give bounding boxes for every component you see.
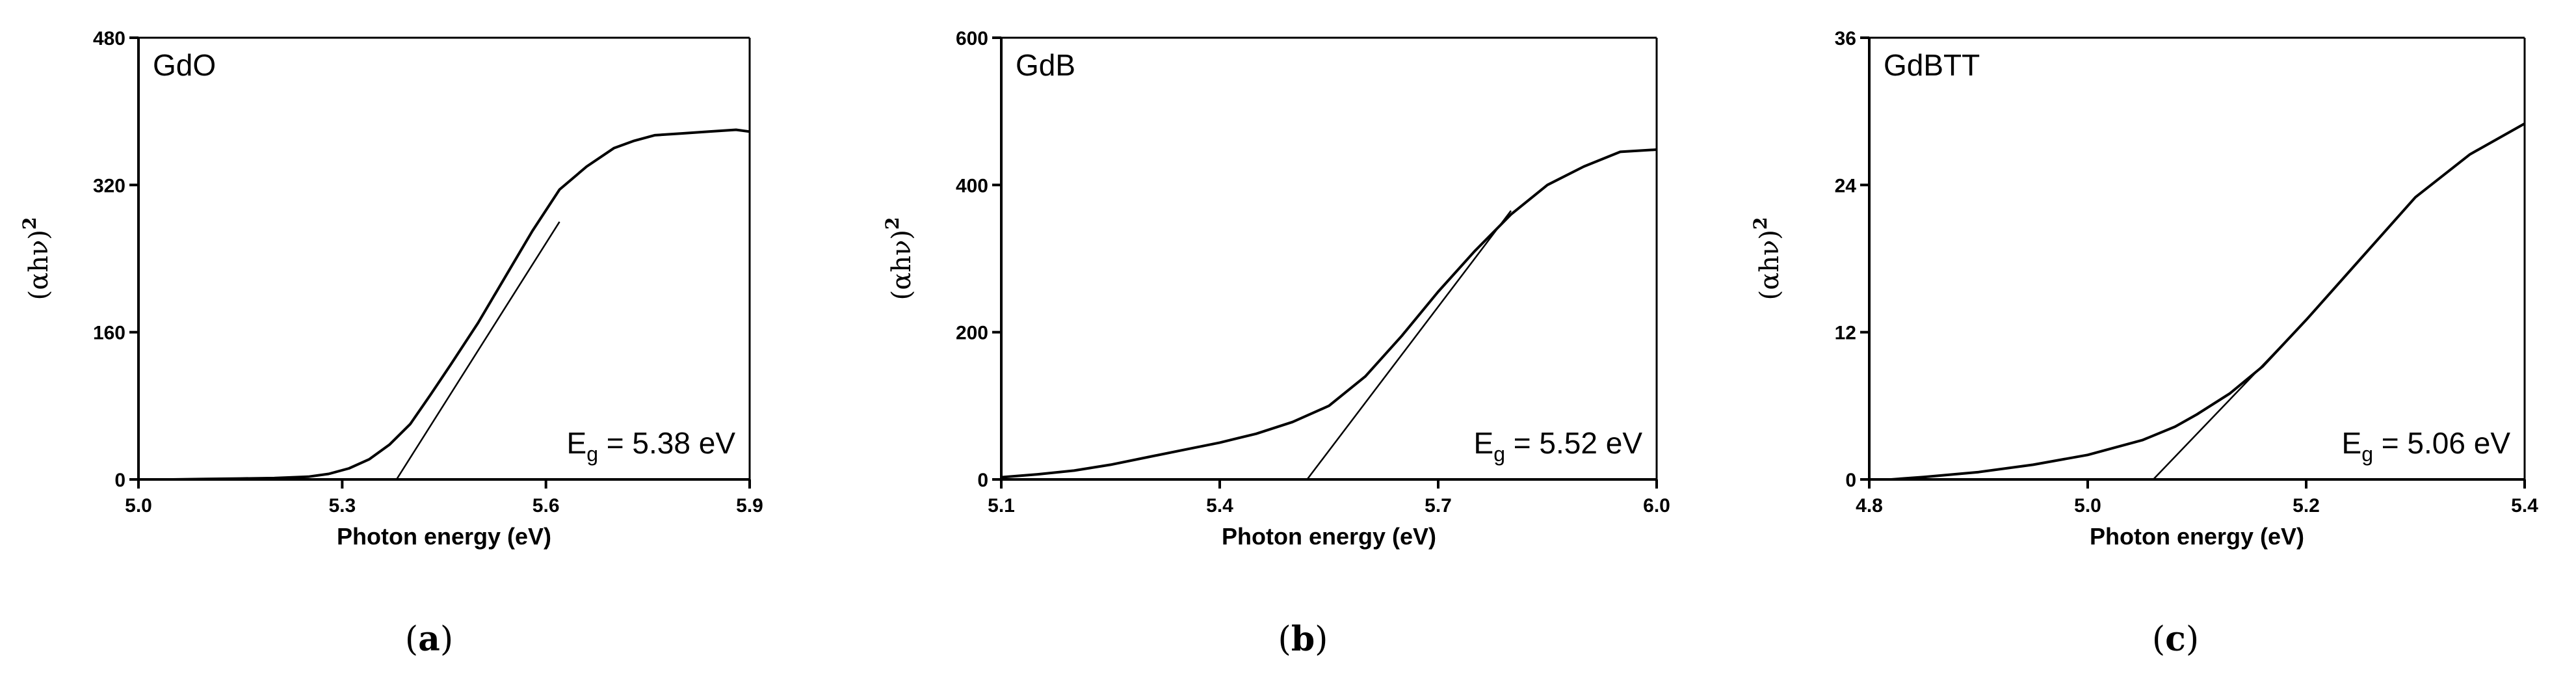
y-tick-label: 400 — [956, 175, 988, 196]
panel-caption: (a) — [405, 619, 453, 659]
y-tick-label: 36 — [1835, 28, 1856, 49]
band-gap-subscript: g — [586, 442, 598, 466]
y-tick-label: 0 — [114, 470, 125, 491]
x-tick-label: 5.2 — [2293, 495, 2320, 517]
x-tick-label: 5.7 — [1425, 495, 1452, 517]
band-gap-annotation: Eg = 5.38 eV — [567, 426, 736, 466]
y-axis-label-base: (αhν) — [1755, 230, 1785, 300]
y-axis-label-base: (αhν) — [887, 230, 917, 300]
y-tick-label: 600 — [956, 28, 988, 49]
tangent-line — [2152, 319, 2307, 480]
panel-c: 4.8 5.0 5.2 5.4 0 12 24 36 GdBTT Eg = 5.06 eV Phot… — [1750, 28, 2538, 659]
x-tick-label: 4.8 — [1856, 495, 1883, 517]
band-gap-subscript: g — [1493, 442, 1505, 466]
panel-caption: (c) — [2152, 619, 2199, 659]
absorption-curve — [1891, 122, 2525, 481]
y-axis-label-exponent: 2 — [1750, 217, 1771, 230]
panel-b: 5.1 5.4 5.7 6.0 0 200 400 600 GdB Eg = 5.52 eV Pho… — [882, 28, 1670, 659]
y-tick-label: 24 — [1835, 175, 1857, 196]
panel-label: GdO — [153, 48, 216, 82]
absorption-curve — [138, 128, 750, 481]
x-tick-label: 5.4 — [2511, 495, 2538, 517]
y-axis-label: (αhν)2 — [882, 217, 917, 301]
x-tick-label: 5.0 — [2074, 495, 2101, 517]
y-tick-label: 320 — [93, 175, 125, 196]
y-tick-label: 0 — [1845, 470, 1856, 491]
y-axis-label-exponent: 2 — [19, 217, 40, 230]
x-tick-label: 6.0 — [1643, 495, 1670, 517]
x-tick-label: 5.6 — [532, 495, 560, 517]
caption-open-paren: ( — [1278, 620, 1291, 659]
caption-close-paren: ) — [2186, 620, 2199, 659]
band-gap-symbol: E — [1474, 426, 1494, 460]
band-gap-value: = 5.38 eV — [598, 426, 735, 460]
y-tick-label: 200 — [956, 323, 988, 344]
panel-a: 5.0 5.3 5.6 5.9 0 160 320 480 GdO Eg = 5.38 eV Pho… — [19, 28, 763, 659]
caption-close-paren: ) — [440, 620, 453, 659]
x-axis-label: Photon energy (eV) — [2090, 523, 2304, 550]
tangent-line — [1306, 210, 1512, 480]
y-tick-label: 12 — [1835, 323, 1856, 344]
caption-letter: b — [1291, 619, 1315, 659]
y-axis-label: (αhν)2 — [1750, 217, 1785, 301]
y-tick-label: 480 — [93, 28, 125, 49]
y-tick-label: 160 — [93, 323, 125, 344]
y-axis-label-exponent: 2 — [882, 217, 903, 230]
caption-close-paren: ) — [1315, 620, 1328, 659]
caption-letter: a — [418, 619, 440, 659]
band-gap-value: = 5.06 eV — [2373, 426, 2510, 460]
x-tick-label: 5.1 — [988, 495, 1015, 517]
band-gap-symbol: E — [2342, 426, 2362, 460]
x-tick-label: 5.4 — [1206, 495, 1233, 517]
caption-letter: c — [2165, 619, 2186, 659]
band-gap-annotation: Eg = 5.06 eV — [2342, 426, 2511, 466]
x-axis-label: Photon energy (eV) — [1222, 523, 1436, 550]
caption-open-paren: ( — [2152, 620, 2165, 659]
band-gap-value: = 5.52 eV — [1505, 426, 1642, 460]
x-tick-label: 5.3 — [328, 495, 356, 517]
band-gap-annotation: Eg = 5.52 eV — [1474, 426, 1643, 466]
x-axis-label: Photon energy (eV) — [337, 523, 551, 550]
tangent-line — [395, 221, 560, 480]
y-axis-label-base: (αhν) — [24, 230, 54, 300]
band-gap-symbol: E — [567, 426, 587, 460]
panel-label: GdBTT — [1884, 48, 1980, 82]
band-gap-subscript: g — [2361, 442, 2373, 466]
y-tick-label: 0 — [977, 470, 988, 491]
caption-open-paren: ( — [405, 620, 418, 659]
absorption-curve — [1001, 148, 1657, 479]
panel-label: GdB — [1016, 48, 1075, 82]
y-axis-label: (αhν)2 — [19, 217, 54, 301]
panel-caption: (b) — [1278, 619, 1328, 659]
x-tick-label: 5.0 — [125, 495, 152, 517]
x-tick-label: 5.9 — [736, 495, 763, 517]
